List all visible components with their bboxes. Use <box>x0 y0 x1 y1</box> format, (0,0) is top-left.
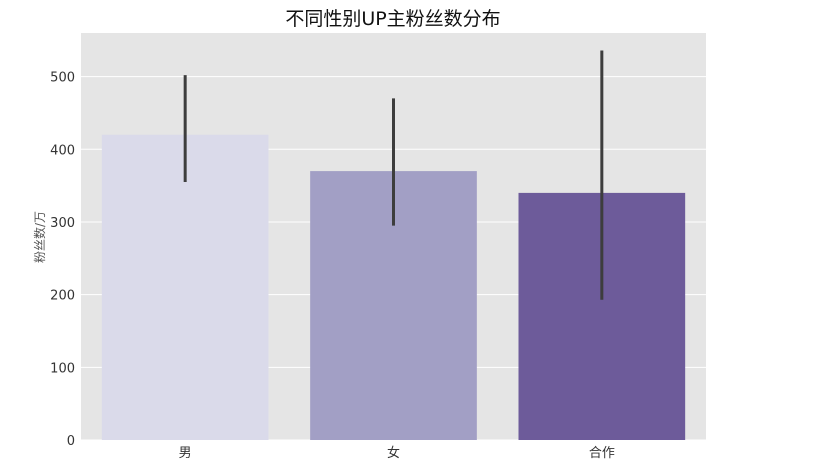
error-bars <box>183 50 604 300</box>
y-tick-label: 400 <box>50 143 75 158</box>
bar <box>101 134 269 440</box>
chart-title: 不同性别UP主粉丝数分布 <box>285 8 500 30</box>
y-tick-label: 200 <box>50 289 75 304</box>
x-tick-label: 合作 <box>589 446 615 461</box>
y-axis-ticks: 0 100 200 300 400 500 <box>50 71 75 449</box>
bars <box>101 134 686 440</box>
y-tick-label: 300 <box>50 216 75 231</box>
x-axis-ticks: 男 女 合作 <box>179 445 615 461</box>
y-axis-label: 粉丝数/万 <box>32 211 47 263</box>
x-tick-label: 男 <box>179 446 192 461</box>
x-tick-label: 女 <box>387 445 400 461</box>
y-tick-label: 500 <box>50 71 75 86</box>
y-tick-label: 100 <box>50 361 75 376</box>
y-tick-label: 0 <box>67 434 75 449</box>
